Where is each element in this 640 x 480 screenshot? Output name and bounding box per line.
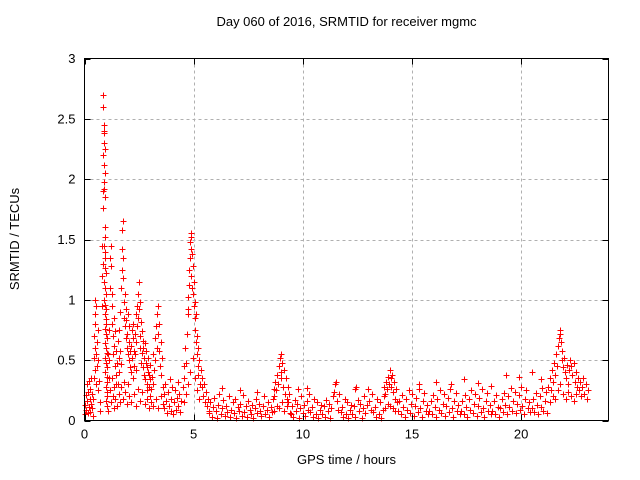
y-tick-label: 0.5 bbox=[57, 353, 75, 368]
x-tick-label: 5 bbox=[190, 427, 197, 442]
y-tick-label: 2.5 bbox=[57, 111, 75, 126]
plot-frame bbox=[84, 58, 609, 422]
x-tick-label: 10 bbox=[296, 427, 310, 442]
y-tick-label: 3 bbox=[68, 51, 75, 66]
y-tick-label: 2 bbox=[68, 172, 75, 187]
gridlines bbox=[84, 58, 609, 421]
tick-labels: 0 5 10 15 20 0 0.5 1 1.5 2 2.5 3 bbox=[57, 51, 528, 442]
chart-title: Day 060 of 2016, SRMTID for receiver mgm… bbox=[216, 14, 477, 29]
x-axis-label: GPS time / hours bbox=[297, 452, 396, 467]
scatter-points bbox=[82, 92, 592, 422]
y-tick-label: 0 bbox=[68, 413, 75, 428]
y-tick-label: 1 bbox=[68, 292, 75, 307]
frame-border bbox=[84, 58, 609, 421]
x-tick-label: 15 bbox=[405, 427, 419, 442]
x-tick-label: 20 bbox=[514, 427, 528, 442]
x-tick-label: 0 bbox=[81, 427, 88, 442]
y-tick-label: 1.5 bbox=[57, 232, 75, 247]
y-axis-label: SRMTID / TECUs bbox=[7, 187, 22, 291]
